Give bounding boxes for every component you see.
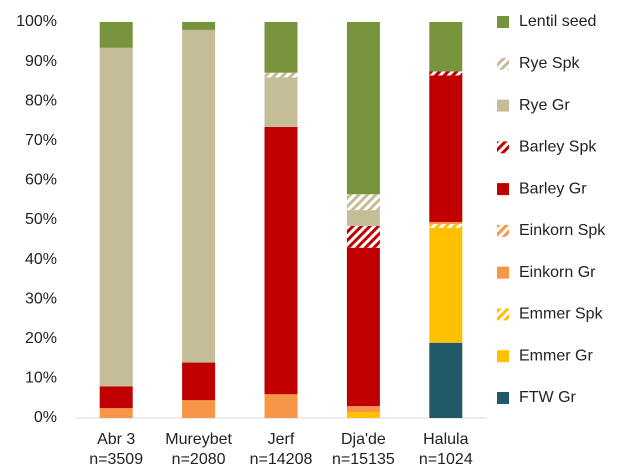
x-tick-label: Mureybet [165,431,232,448]
legend-label: Rye Spk [519,55,580,72]
legend-swatch [497,57,509,70]
legend-label: Lentil seed [519,13,596,30]
legend-swatch [497,183,509,196]
bar-segment [264,22,298,73]
bar-segment [182,29,216,363]
bar-segment [429,75,463,222]
legend-label: Barley Gr [519,180,587,197]
legend-label: Emmer Spk [519,306,604,323]
bar-segment [99,408,133,418]
legend-swatch [497,224,509,237]
bar-segment [429,223,463,228]
x-tick-label: Dja'de [341,431,386,448]
legend-label: Einkorn Spk [519,222,606,239]
legend-swatch [497,16,509,28]
x-tick-sublabel: n=15135 [332,451,395,468]
legend-label: Einkorn Gr [519,264,596,281]
y-tick-label: 50% [25,211,57,228]
x-tick-sublabel: n=3509 [89,451,143,468]
legend-swatch [497,308,509,321]
bar-segment [346,247,380,407]
legend-swatch [497,392,509,404]
legend-label: Emmer Gr [519,347,593,364]
bar-segment [346,225,380,248]
y-tick-label: 60% [25,172,57,189]
bar-segment [99,47,133,387]
y-tick-label: 80% [25,92,57,109]
x-tick-label: Jerf [268,431,295,448]
bar-segment [182,22,216,30]
y-tick-label: 30% [25,290,57,307]
y-tick-label: 70% [25,132,57,149]
bar-segment [99,386,133,409]
bar-segment [429,221,463,224]
bar-segment [264,77,298,127]
x-tick-label: Abr 3 [97,431,135,448]
bar-segment [264,72,298,78]
x-tick-sublabel: n=2080 [172,451,226,468]
bar-segment [182,400,216,418]
legend-label: FTW Gr [519,389,577,406]
y-tick-label: 100% [16,13,57,30]
x-tick-sublabel: n=1024 [419,451,473,468]
legend-label: Barley Spk [519,139,597,156]
y-tick-label: 0% [34,409,57,426]
bar-segment [429,342,463,418]
legend-swatch [497,141,509,154]
x-tick-label: Halula [423,431,468,448]
bar-segment [429,22,463,72]
bar-segment [429,227,463,343]
legend-label: Rye Gr [519,97,570,114]
legend-swatch [497,350,509,363]
bar-segment [182,362,216,401]
bar-segment [346,194,380,211]
bar-segment [429,71,463,76]
bar-segment [346,22,380,195]
y-tick-label: 40% [25,251,57,268]
bar-segment [346,412,380,418]
bar-segment [264,394,298,418]
y-tick-label: 10% [25,370,57,387]
bar-segment [346,210,380,226]
y-tick-label: 20% [25,330,57,347]
bar-segment [264,126,298,395]
legend-swatch [497,266,509,279]
x-tick-sublabel: n=14208 [250,451,313,468]
bar-segment [346,406,380,413]
y-tick-label: 90% [25,53,57,70]
legend-swatch [497,99,509,112]
bar-segment [99,22,133,48]
